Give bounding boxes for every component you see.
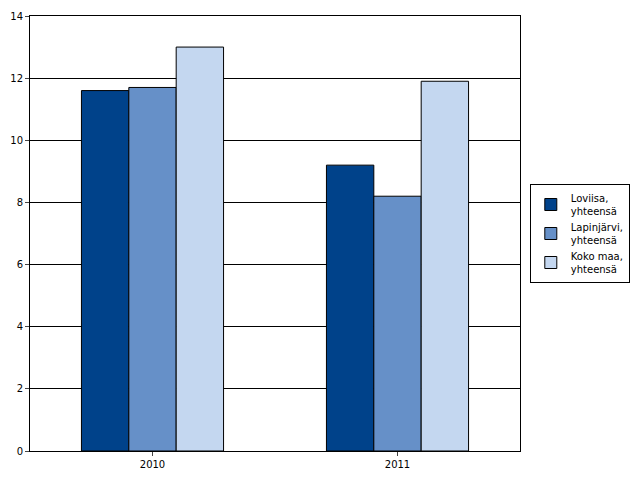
svg-text:6: 6	[17, 259, 23, 270]
svg-text:2: 2	[17, 383, 23, 394]
svg-text:12: 12	[10, 73, 23, 84]
svg-text:2010: 2010	[140, 459, 165, 470]
svg-text:Lapinjärvi,yhteensä: Lapinjärvi,yhteensä	[571, 222, 623, 246]
svg-text:14: 14	[10, 11, 23, 22]
svg-text:0: 0	[17, 446, 23, 457]
svg-text:4: 4	[17, 321, 23, 332]
svg-text:2011: 2011	[385, 459, 410, 470]
svg-text:10: 10	[10, 135, 23, 146]
svg-text:Loviisa,yhteensä: Loviisa,yhteensä	[571, 193, 617, 217]
svg-text:Koko maa,yhteensä: Koko maa,yhteensä	[571, 251, 623, 275]
svg-text:8: 8	[17, 197, 23, 208]
